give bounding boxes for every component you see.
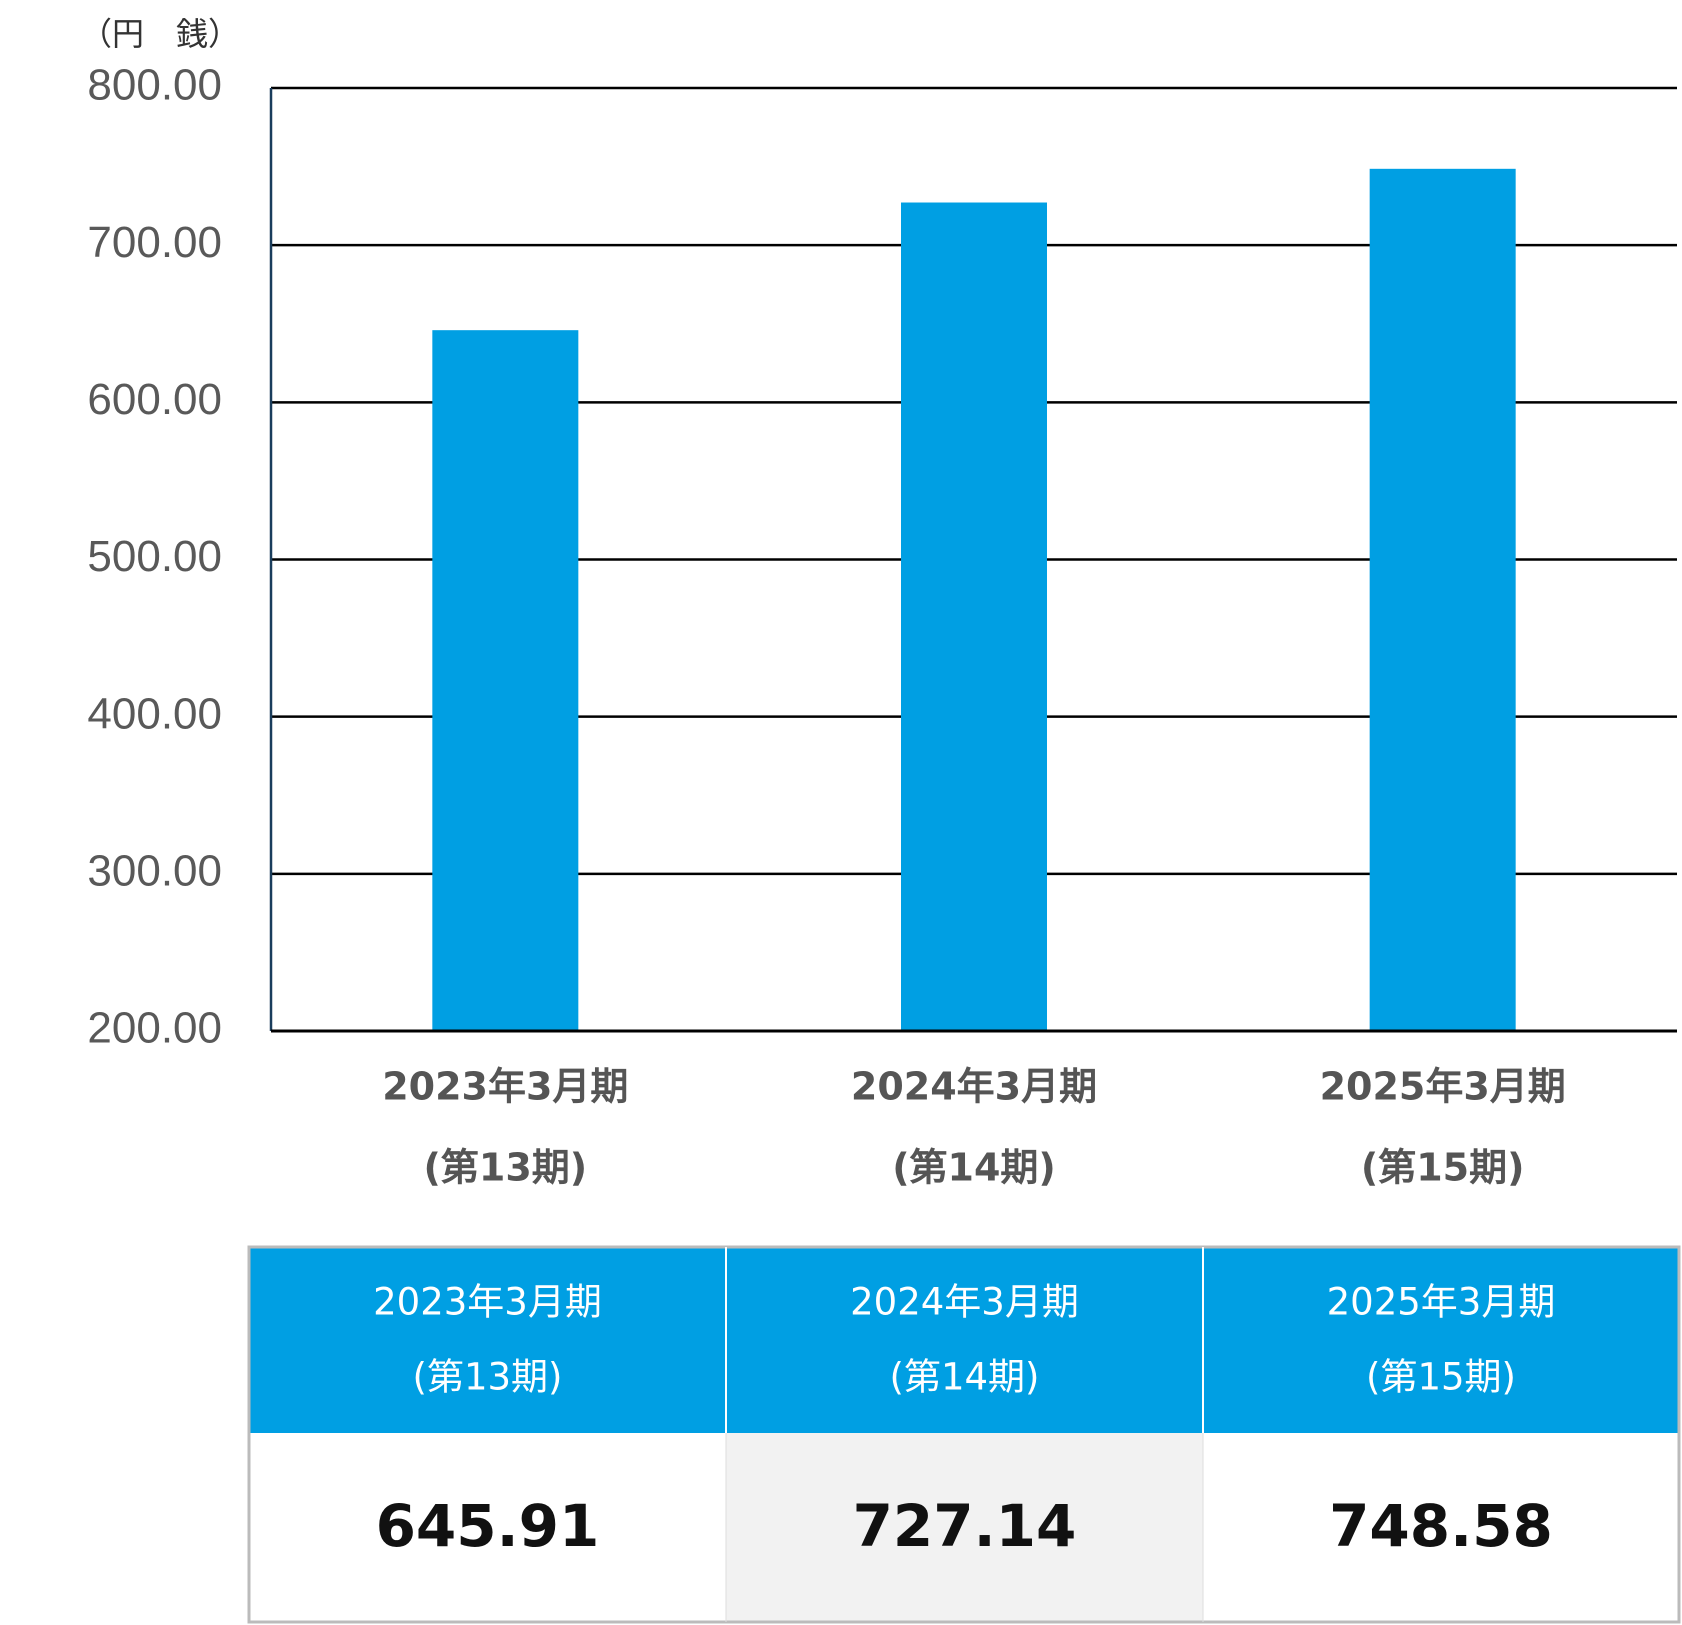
table-value-cell — [1203, 1433, 1679, 1622]
table-value-cell — [249, 1433, 726, 1622]
bar — [901, 202, 1047, 1032]
x-tick-label: (第15期) — [1361, 1146, 1525, 1190]
table-header-text: 2024年3月期 — [850, 1281, 1079, 1324]
table-header-text: 2025年3月期 — [1327, 1281, 1556, 1324]
x-tick-label: (第13期) — [424, 1146, 588, 1190]
y-tick-label: 500.00 — [87, 532, 222, 581]
table-header-text: (第13期) — [413, 1356, 563, 1399]
y-tick-label: 400.00 — [87, 689, 222, 738]
table-header-text: (第15期) — [1366, 1356, 1516, 1399]
unit-label: （円 銭） — [80, 15, 240, 53]
x-tick-label: (第14期) — [892, 1146, 1056, 1190]
table-header-cell — [726, 1247, 1203, 1433]
table-header-cell — [249, 1247, 726, 1433]
x-tick-label: 2024年3月期 — [851, 1065, 1097, 1109]
table-header-text: (第14期) — [890, 1356, 1040, 1399]
table-value: 645.91 — [376, 1492, 600, 1560]
table-border — [247, 1245, 1681, 1624]
y-tick-label: 300.00 — [87, 846, 222, 895]
table-header-cell — [1203, 1247, 1679, 1433]
y-tick-label: 700.00 — [87, 218, 222, 267]
bar — [1369, 168, 1516, 1032]
y-tick-label: 800.00 — [87, 61, 222, 110]
table-value: 748.58 — [1329, 1492, 1553, 1560]
y-tick-label: 600.00 — [87, 375, 222, 424]
table-value: 727.14 — [853, 1492, 1077, 1560]
table-value-cell — [726, 1433, 1203, 1622]
table-header-text: 2023年3月期 — [373, 1281, 602, 1324]
bar — [432, 330, 579, 1032]
x-tick-label: 2023年3月期 — [382, 1065, 628, 1109]
y-tick-label: 200.00 — [87, 1004, 222, 1053]
x-tick-label: 2025年3月期 — [1320, 1065, 1566, 1109]
